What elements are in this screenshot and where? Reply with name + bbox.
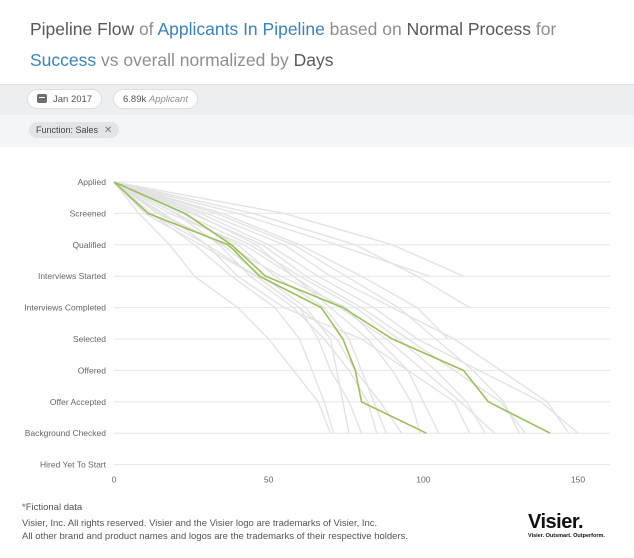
y-tick-label: Applied — [78, 177, 107, 187]
y-tick-label: Offer Accepted — [50, 397, 106, 407]
x-tick-label: 0 — [112, 475, 117, 485]
trademark-text: All other brand and product names and lo… — [22, 531, 409, 542]
count-value: 6.89k — [123, 94, 147, 105]
background-series-line — [113, 181, 486, 434]
logo-word: Visier. — [528, 511, 584, 533]
background-series-line — [113, 181, 387, 434]
y-tick-label: Selected — [73, 334, 106, 344]
background-series-line — [113, 181, 520, 434]
background-series-line — [113, 181, 464, 277]
background-series-line — [113, 181, 579, 434]
y-tick-label: Hired Yet To Start — [40, 460, 107, 470]
title-part: for — [535, 19, 557, 39]
y-tick-label: Screened — [70, 208, 107, 218]
applied-filters-bar: Function: Sales ✕ — [0, 115, 634, 147]
y-tick-label: Offered — [78, 365, 106, 375]
background-series-line — [113, 181, 471, 309]
filter-bar: Jan 2017 6.89k Applicant — [0, 84, 634, 116]
logo-tagline: Visier. Outsmart. Outperform. — [528, 533, 605, 539]
title-part: vs overall normalized by — [101, 50, 289, 70]
background-series-line — [113, 181, 363, 434]
fictional-data-note: *Fictional data — [22, 502, 83, 513]
y-tick-label: Interviews Started — [38, 271, 106, 281]
y-tick-label: Background Checked — [25, 428, 107, 438]
background-series-line — [113, 181, 495, 434]
title-part: of — [138, 19, 154, 39]
title-part: based on — [329, 19, 402, 39]
pipeline-flow-chart: Applied Screened Qualified Interviews Start… — [24, 177, 610, 485]
chart-title: Pipeline Flow of Applicants In Pipeline … — [30, 14, 620, 76]
highlighted-series-line — [113, 181, 551, 434]
title-part: Success — [30, 50, 97, 70]
background-series-line — [113, 181, 332, 434]
background-series-line — [113, 181, 449, 340]
calendar-icon — [37, 94, 47, 103]
x-tick-label: 50 — [264, 475, 274, 485]
date-filter-pill[interactable]: Jan 2017 — [27, 89, 103, 109]
date-value: Jan 2017 — [53, 94, 93, 105]
function-filter-label: Function: Sales — [36, 125, 99, 135]
x-tick-label: 100 — [416, 475, 430, 485]
count-unit: Applicant — [148, 94, 188, 105]
background-series-line — [113, 181, 570, 434]
background-series-line — [113, 181, 378, 434]
background-series-line — [113, 181, 430, 277]
background-series-line — [113, 181, 421, 434]
title-part: Days — [293, 50, 334, 70]
y-tick-label: Qualified — [72, 240, 106, 250]
title-part: Pipeline Flow — [30, 19, 135, 39]
title-part: Normal Process — [406, 19, 532, 39]
y-tick-label: Interviews Completed — [24, 303, 106, 313]
function-filter-chip[interactable]: Function: Sales ✕ — [29, 122, 120, 138]
title-part: Applicants In Pipeline — [157, 19, 325, 39]
highlighted-series-line — [113, 181, 427, 434]
background-series-line — [113, 181, 471, 434]
copyright-text: Visier, Inc. All rights reserved. Visier… — [22, 518, 378, 529]
visier-logo: Visier. Visier. Outsmart. Outperform. — [528, 512, 608, 544]
close-icon[interactable]: ✕ — [104, 125, 113, 136]
x-tick-label: 150 — [571, 475, 585, 485]
population-count-pill[interactable]: 6.89k Applicant — [113, 89, 198, 109]
background-series-line — [113, 181, 335, 434]
background-series-line — [113, 181, 440, 434]
